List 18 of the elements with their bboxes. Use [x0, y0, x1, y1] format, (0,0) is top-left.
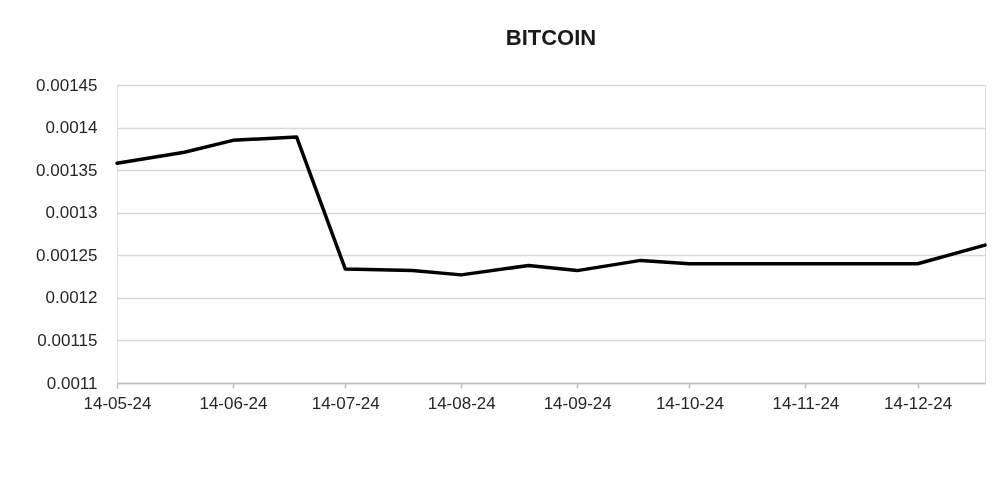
- y-tick-label: 0.0012: [45, 288, 98, 308]
- y-tick-label: 0.00145: [36, 75, 98, 95]
- x-tick-label: 14-08-24: [427, 393, 496, 413]
- chart-title: BITCOIN: [505, 25, 597, 50]
- y-tick-label: 0.00125: [36, 245, 98, 265]
- x-tick-label: 14-12-24: [884, 393, 953, 413]
- y-tick-label: 0.00115: [37, 330, 98, 350]
- line-series: [115, 135, 987, 277]
- y-tick-label: 0.0014: [45, 118, 98, 138]
- x-tick-label: 14-05-24: [83, 393, 152, 413]
- y-tick-label: 0.0011: [46, 373, 98, 393]
- x-tick-label: 14-09-24: [543, 393, 612, 413]
- x-tick-label: 14-07-24: [311, 393, 380, 413]
- y-tick-label: 0.00135: [36, 160, 98, 180]
- x-tick-label: 14-11-24: [772, 393, 840, 413]
- x-tick-label: 14-10-24: [655, 393, 724, 413]
- y-tick-label: 0.0013: [45, 203, 98, 223]
- x-tick-label: 14-06-24: [199, 393, 268, 413]
